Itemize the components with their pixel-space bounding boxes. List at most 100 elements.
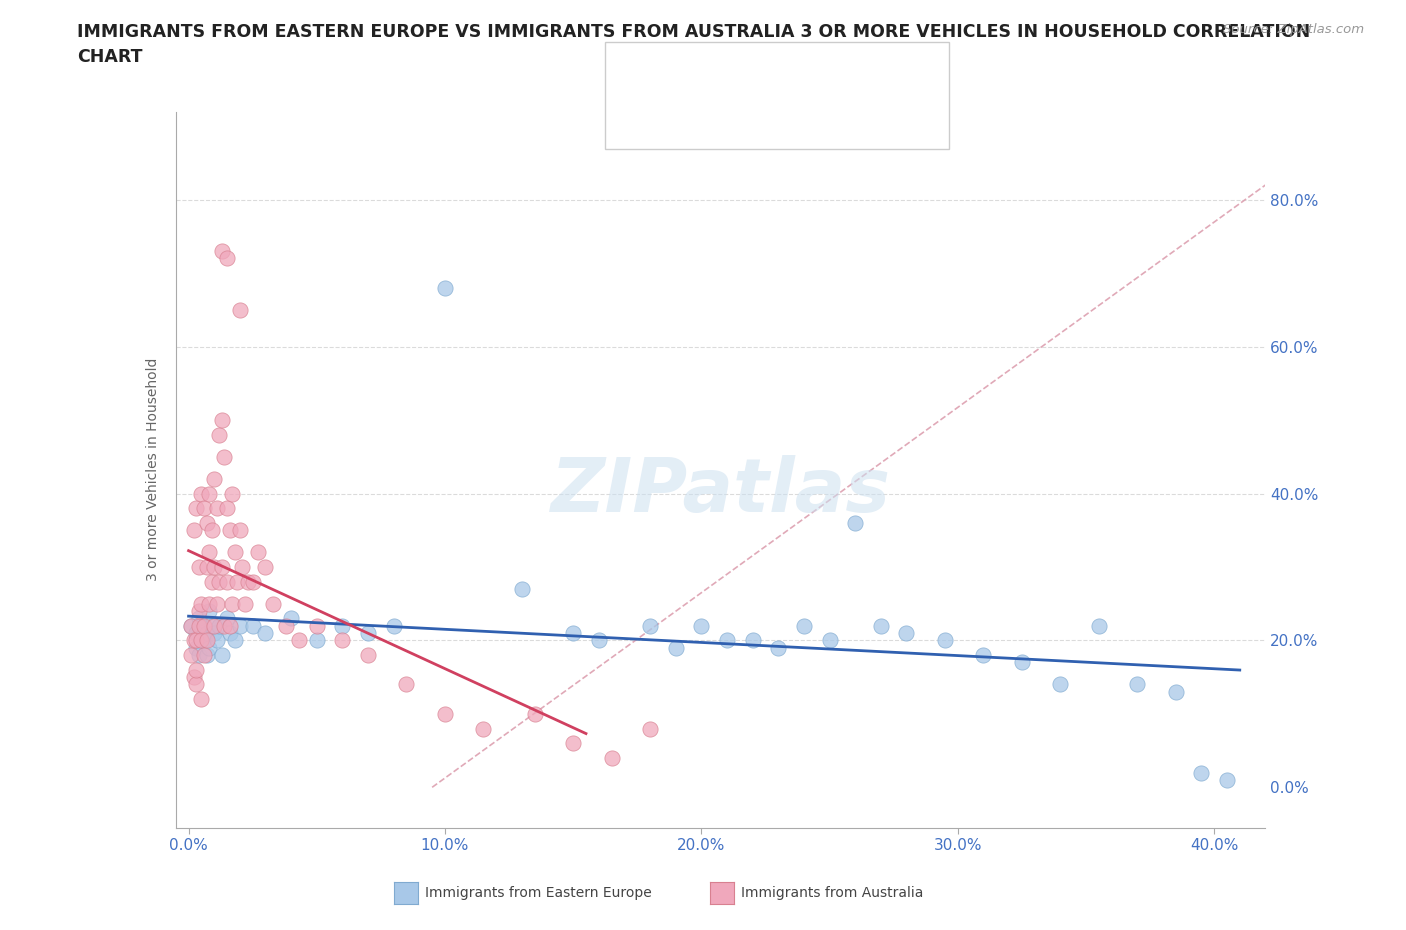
Point bbox=[211, 413, 233, 428]
Point bbox=[262, 596, 284, 611]
Point bbox=[562, 736, 585, 751]
Point bbox=[218, 523, 240, 538]
Point bbox=[562, 626, 585, 641]
Point bbox=[768, 641, 790, 656]
Text: CHART: CHART bbox=[77, 48, 143, 66]
Point bbox=[690, 618, 713, 633]
Point bbox=[716, 633, 738, 648]
Point bbox=[183, 523, 205, 538]
Point bbox=[382, 618, 405, 633]
Point bbox=[190, 692, 212, 707]
Point bbox=[195, 560, 218, 575]
Point bbox=[195, 633, 218, 648]
Point bbox=[205, 500, 228, 515]
Point bbox=[202, 626, 225, 641]
Text: N =: N = bbox=[745, 64, 797, 83]
Text: R =: R = bbox=[658, 107, 703, 126]
Point bbox=[198, 545, 221, 560]
Point bbox=[1189, 765, 1212, 780]
Point bbox=[198, 604, 221, 618]
Point bbox=[205, 633, 228, 648]
Point bbox=[187, 647, 209, 662]
Point bbox=[246, 545, 269, 560]
Text: 66: 66 bbox=[790, 107, 815, 126]
Point bbox=[190, 486, 212, 501]
Point bbox=[208, 427, 231, 442]
Point bbox=[215, 574, 238, 589]
Point bbox=[186, 641, 208, 656]
Point bbox=[510, 581, 533, 596]
Point bbox=[844, 515, 866, 530]
Point bbox=[215, 500, 238, 515]
Point bbox=[741, 633, 763, 648]
Point bbox=[242, 574, 264, 589]
Point bbox=[242, 618, 264, 633]
Point bbox=[183, 633, 205, 648]
Y-axis label: 3 or more Vehicles in Household: 3 or more Vehicles in Household bbox=[146, 358, 160, 581]
Point bbox=[224, 545, 246, 560]
Point bbox=[229, 302, 252, 317]
Point bbox=[229, 523, 252, 538]
Point bbox=[224, 633, 246, 648]
Point bbox=[193, 618, 215, 633]
Point bbox=[183, 670, 205, 684]
Point bbox=[433, 707, 456, 722]
Point bbox=[195, 647, 218, 662]
Point bbox=[226, 574, 249, 589]
Point bbox=[198, 486, 221, 501]
Point bbox=[190, 596, 212, 611]
Point bbox=[254, 560, 277, 575]
Point bbox=[818, 633, 841, 648]
Text: Source: ZipAtlas.com: Source: ZipAtlas.com bbox=[1223, 23, 1364, 36]
Point bbox=[221, 486, 243, 501]
Point bbox=[186, 500, 208, 515]
Point bbox=[215, 611, 238, 626]
Point bbox=[193, 647, 215, 662]
Point bbox=[198, 641, 221, 656]
Point bbox=[190, 633, 212, 648]
Point bbox=[201, 574, 224, 589]
Point bbox=[186, 626, 208, 641]
Point bbox=[187, 604, 209, 618]
Point bbox=[233, 596, 256, 611]
Text: N =: N = bbox=[745, 107, 797, 126]
Text: 0.503: 0.503 bbox=[696, 107, 752, 126]
Point bbox=[190, 618, 212, 633]
Point bbox=[523, 707, 546, 722]
Point bbox=[236, 574, 259, 589]
Point bbox=[221, 596, 243, 611]
Text: 0.101: 0.101 bbox=[696, 64, 752, 83]
Point bbox=[274, 618, 297, 633]
Point bbox=[208, 618, 231, 633]
Point bbox=[280, 611, 302, 626]
Text: IMMIGRANTS FROM EASTERN EUROPE VS IMMIGRANTS FROM AUSTRALIA 3 OR MORE VEHICLES I: IMMIGRANTS FROM EASTERN EUROPE VS IMMIGR… bbox=[77, 23, 1310, 41]
Text: R =: R = bbox=[658, 64, 703, 83]
Point bbox=[205, 596, 228, 611]
Point bbox=[215, 251, 238, 266]
Text: 51: 51 bbox=[790, 64, 815, 83]
Point bbox=[332, 618, 354, 633]
Point bbox=[201, 523, 224, 538]
Point bbox=[198, 596, 221, 611]
Point bbox=[180, 618, 202, 633]
Point bbox=[211, 560, 233, 575]
Point bbox=[214, 449, 236, 464]
Point bbox=[214, 618, 236, 633]
Point bbox=[180, 618, 202, 633]
Point bbox=[395, 677, 418, 692]
Text: Immigrants from Eastern Europe: Immigrants from Eastern Europe bbox=[425, 885, 651, 900]
Point bbox=[193, 633, 215, 648]
Point bbox=[1087, 618, 1109, 633]
Point bbox=[433, 281, 456, 296]
Point bbox=[218, 618, 240, 633]
Point bbox=[1049, 677, 1071, 692]
Point bbox=[208, 574, 231, 589]
Point bbox=[793, 618, 815, 633]
Point bbox=[195, 515, 218, 530]
Point bbox=[1216, 773, 1239, 788]
Point bbox=[869, 618, 891, 633]
Point bbox=[588, 633, 610, 648]
Point bbox=[202, 560, 225, 575]
Point bbox=[305, 633, 328, 648]
Point bbox=[229, 618, 252, 633]
